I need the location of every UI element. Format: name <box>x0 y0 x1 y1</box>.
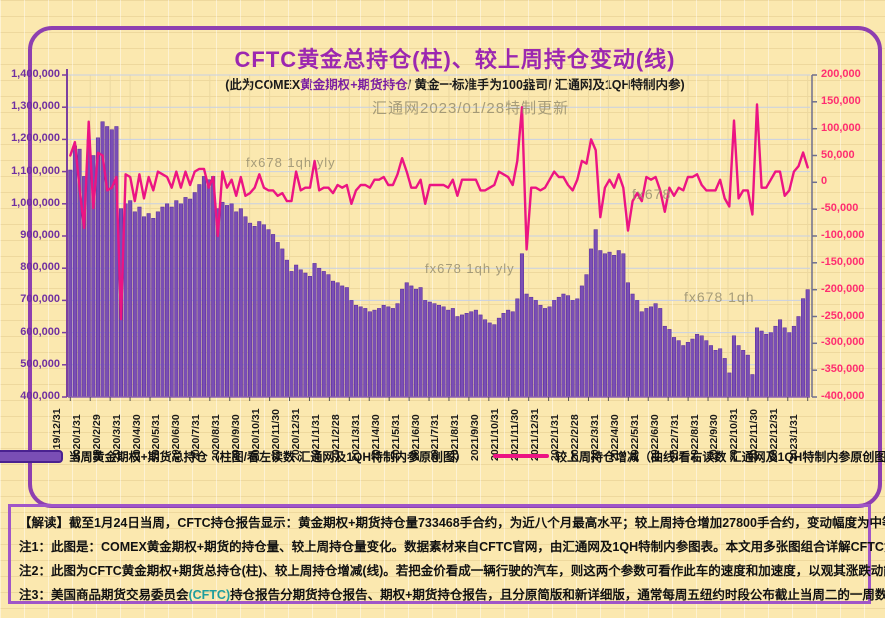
right-axis-tick-label: -150,000 <box>821 255 865 268</box>
subtitle-suffix: / 黄金一标准手为100盎司/ 汇通网及1QH特制内参) <box>407 78 685 92</box>
bar-series-swatch <box>0 449 63 463</box>
left-axis-tick-label: 1,200,000 <box>11 132 60 145</box>
note-1: 注1：此图是：COMEX黄金期权+期货的持仓量、较上周持仓量变化。数据素材来自C… <box>19 540 885 554</box>
note-3: 注3：美国商品期货交易委员会(CFTC)持仓报告分期货持仓报告、期权+期货持仓报… <box>19 588 885 602</box>
line-series-swatch <box>493 454 549 458</box>
right-axis-tick-label: -350,000 <box>821 363 865 376</box>
right-axis-tick-label: -100,000 <box>821 229 865 241</box>
left-axis-tick-label: 1,000,000 <box>11 196 60 209</box>
right-axis-tick-label: -50,000 <box>821 202 859 215</box>
left-axis-tick-label: 700,000 <box>20 293 60 306</box>
watermark-text: fx678 <box>632 186 672 202</box>
watermark-text: fx678 1qh <box>684 289 755 305</box>
cftc-highlight: (CFTC) <box>188 588 231 602</box>
watermark-text: fx678 1qh yly <box>246 155 336 170</box>
notes-panel: 【解读】截至1月24日当周，CFTC持仓报告显示：黄金期权+期货持仓量73346… <box>8 504 885 604</box>
left-axis-tick-label: 900,000 <box>20 229 60 241</box>
left-axis-tick-label: 600,000 <box>20 325 60 338</box>
legend-item-bars: 当周黄金期权+期货总持仓（柱图/看左读数 汇通网及1QH特制内参原创图） <box>0 448 467 465</box>
right-axis-tick-label: 100,000 <box>821 121 861 134</box>
right-axis-tick-label: -400,000 <box>821 390 865 402</box>
watermark-text: 汇通网2023/01/28特制更新 <box>372 100 570 117</box>
chart-legend: 当周黄金期权+期货总持仓（柱图/看左读数 汇通网及1QH特制内参原创图） 较上周… <box>0 443 885 469</box>
right-axis-tick-label: -250,000 <box>821 309 865 322</box>
right-axis-tick-label: 0 <box>821 175 828 188</box>
line-series-label: 较上周持仓增减（曲线/看右读数 汇通网及1QH特制内参原创图） <box>555 449 885 464</box>
right-axis-tick-label: 150,000 <box>821 94 861 107</box>
left-axis-tick-label: 500,000 <box>20 357 60 370</box>
bar-series-label: 当周黄金期权+期货总持仓（柱图/看左读数 汇通网及1QH特制内参原创图） <box>68 449 467 464</box>
right-axis-tick-label: 200,000 <box>821 68 861 80</box>
left-axis-tick-label: 1,300,000 <box>11 100 60 113</box>
right-axis-tick-label: 50,000 <box>821 148 855 161</box>
watermark-text: fx678 1qh yly <box>425 261 515 276</box>
legend-item-line: 较上周持仓增减（曲线/看右读数 汇通网及1QH特制内参原创图） <box>493 448 885 465</box>
page-title: CFTC黄金总持仓(柱)、较上周持仓变动(线) <box>234 47 676 72</box>
left-axis-tick-label: 400,000 <box>20 390 60 402</box>
left-axis-tick-label: 1,400,000 <box>11 68 60 80</box>
subtitle-highlight: 黄金期权+期货持仓 <box>300 78 408 92</box>
note-interpretation: 【解读】截至1月24日当周，CFTC持仓报告显示：黄金期权+期货持仓量73346… <box>19 516 885 530</box>
left-axis-tick-label: 1,100,000 <box>11 164 60 177</box>
subtitle-prefix: (此为COMEX <box>225 78 301 92</box>
left-axis-tick-label: 800,000 <box>20 261 60 274</box>
chart-subtitle: (此为COMEX黄金期权+期货持仓/ 黄金一标准手为100盎司/ 汇通网及1QH… <box>32 74 878 93</box>
right-axis-tick-label: -200,000 <box>821 282 865 295</box>
note-2: 注2：此图为CFTC黄金期权+期货总持仓(柱)、较上周持仓增减(线)。若把金价看… <box>19 564 885 578</box>
right-axis-tick-label: -300,000 <box>821 336 865 349</box>
